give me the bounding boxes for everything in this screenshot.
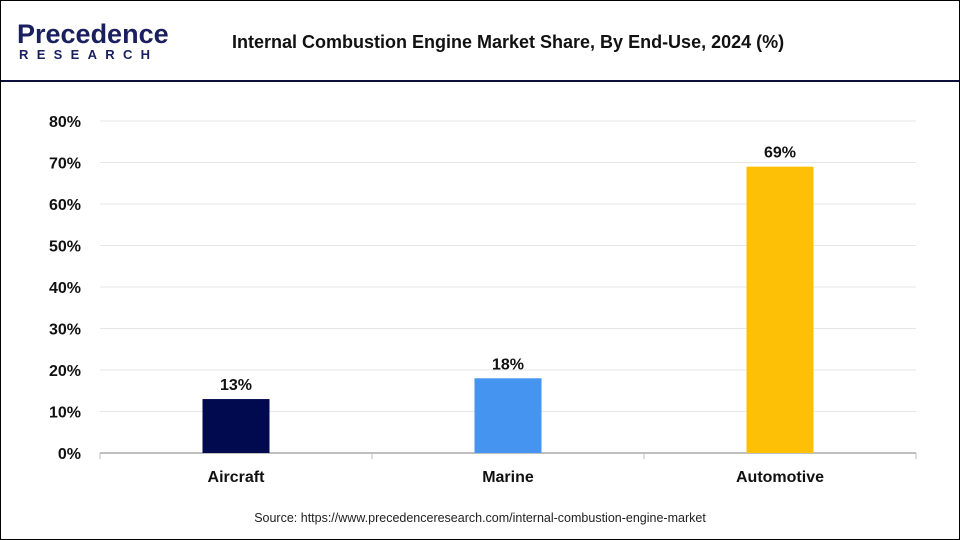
logo-subtext: RESEARCH [19, 47, 159, 62]
y-tick-label: 10% [49, 405, 81, 422]
bar-automotive [746, 166, 814, 453]
y-tick-label: 80% [49, 114, 81, 131]
bar-aircraft [202, 399, 270, 453]
y-tick-label: 0% [58, 446, 81, 463]
x-category-label: Automotive [736, 469, 824, 486]
chart-title: Internal Combustion Engine Market Share,… [232, 32, 785, 52]
source-text: Source: https://www.precedenceresearch.c… [254, 511, 706, 525]
y-tick-label: 70% [49, 156, 81, 173]
y-tick-label: 30% [49, 322, 81, 339]
y-tick-label: 50% [49, 239, 81, 256]
y-tick-label: 20% [49, 363, 81, 380]
data-label: 13% [220, 377, 252, 394]
bar-marine [474, 378, 542, 453]
data-label: 69% [764, 145, 796, 162]
logo-wordmark: Precedence [17, 19, 169, 49]
header-divider [1, 80, 959, 82]
y-tick-label: 40% [49, 280, 81, 297]
data-label: 18% [492, 356, 524, 373]
y-tick-label: 60% [49, 197, 81, 214]
logo: Precedence RESEARCH [17, 20, 169, 62]
x-category-label: Aircraft [208, 469, 266, 486]
x-category-label: Marine [482, 469, 534, 486]
